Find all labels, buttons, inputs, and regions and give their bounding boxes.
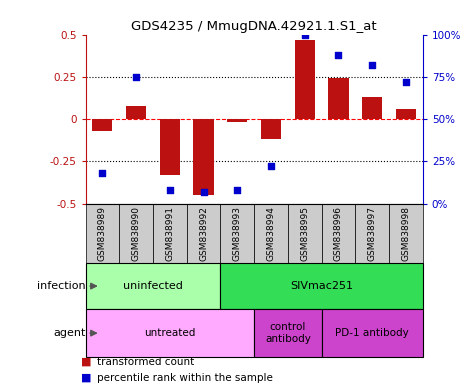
Text: GSM838997: GSM838997	[368, 207, 377, 262]
Bar	[322, 309, 423, 357]
Bar	[86, 204, 119, 263]
Bar	[322, 204, 355, 263]
Text: control
antibody: control antibody	[265, 322, 311, 344]
Title: GDS4235 / MmugDNA.42921.1.S1_at: GDS4235 / MmugDNA.42921.1.S1_at	[131, 20, 377, 33]
Point	[301, 31, 309, 38]
Text: percentile rank within the sample: percentile rank within the sample	[97, 373, 273, 383]
Bar	[254, 204, 288, 263]
Point	[334, 52, 342, 58]
Text: untreated: untreated	[144, 328, 196, 338]
Bar	[187, 204, 220, 263]
Text: GSM838990: GSM838990	[132, 207, 141, 262]
Bar	[193, 119, 214, 195]
Text: ■: ■	[81, 373, 91, 383]
Text: GSM838989: GSM838989	[98, 207, 107, 262]
Text: infection: infection	[37, 281, 86, 291]
Point	[368, 62, 376, 68]
Text: PD-1 antibody: PD-1 antibody	[335, 328, 409, 338]
Bar	[119, 204, 153, 263]
Bar	[86, 309, 254, 357]
Point	[233, 187, 241, 193]
Text: uninfected: uninfected	[123, 281, 183, 291]
Bar	[86, 263, 220, 309]
Bar	[396, 109, 416, 119]
Bar	[362, 97, 382, 119]
Bar	[294, 40, 315, 119]
Bar	[389, 204, 423, 263]
Bar	[328, 78, 349, 119]
Point	[402, 79, 409, 85]
Bar	[288, 204, 322, 263]
Text: GSM838994: GSM838994	[266, 207, 276, 262]
Bar	[261, 119, 281, 139]
Bar	[92, 119, 113, 131]
Bar	[126, 106, 146, 119]
Text: GSM838991: GSM838991	[165, 207, 174, 262]
Text: GSM838993: GSM838993	[233, 207, 242, 262]
Bar	[227, 119, 247, 122]
Point	[99, 170, 106, 176]
Point	[166, 187, 174, 193]
Bar	[153, 204, 187, 263]
Bar	[220, 263, 423, 309]
Point	[200, 189, 207, 195]
Point	[132, 74, 140, 80]
Bar	[254, 309, 322, 357]
Bar	[160, 119, 180, 175]
Point	[267, 163, 275, 169]
Text: agent: agent	[53, 328, 86, 338]
Text: GSM838995: GSM838995	[300, 207, 309, 262]
Text: ■: ■	[81, 357, 91, 367]
Text: GSM838996: GSM838996	[334, 207, 343, 262]
Text: GSM838992: GSM838992	[199, 207, 208, 262]
Text: transformed count: transformed count	[97, 357, 195, 367]
Text: GSM838998: GSM838998	[401, 207, 410, 262]
Bar	[355, 204, 389, 263]
Text: SIVmac251: SIVmac251	[290, 281, 353, 291]
Bar	[220, 204, 254, 263]
